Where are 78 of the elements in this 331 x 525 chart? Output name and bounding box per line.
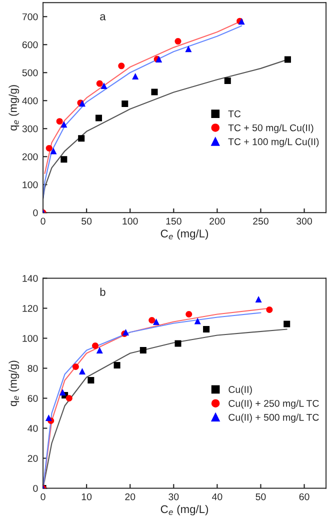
point [72, 363, 79, 370]
point [151, 88, 158, 96]
y-tick-label: 40 [28, 424, 38, 432]
point [224, 77, 231, 84]
point [174, 38, 182, 45]
point [148, 316, 156, 324]
point [60, 121, 68, 128]
legend-label: TC + 50 mg/L Cu(II) [228, 124, 314, 134]
x-tick-label: 200 [210, 218, 225, 225]
legend-label: Cu(II) [228, 386, 252, 395]
y-tick-label: 20 [28, 454, 38, 462]
y-axis-title: q$_{e}$ (mg/g) [8, 360, 20, 406]
y-tick-label: 80 [28, 364, 38, 372]
x-tick-label: 50 [82, 218, 92, 225]
point [100, 82, 108, 90]
point [152, 318, 160, 326]
x-tick-label: 50 [256, 493, 266, 500]
point [46, 144, 52, 152]
y-tick-label: 200 [22, 153, 38, 160]
x-tick-label: 250 [253, 218, 268, 225]
point [50, 148, 57, 154]
legend-label: Cu(II) + 500 mg/L TC [228, 414, 319, 423]
point [96, 114, 102, 122]
point [56, 118, 63, 125]
y-tick-label: 500 [22, 69, 38, 76]
x-tick-label: 40 [212, 493, 222, 500]
point [122, 100, 128, 107]
point [45, 414, 52, 422]
point [266, 306, 273, 314]
x-tick-label: 0 [40, 218, 46, 225]
point [185, 46, 192, 52]
point [66, 394, 72, 402]
point [78, 135, 85, 142]
point [186, 310, 192, 318]
x-tick-label: 150 [166, 218, 182, 225]
x-tick-label: 0 [40, 493, 46, 500]
point [284, 56, 291, 63]
y-tick-label: 140 [22, 274, 38, 282]
point [118, 62, 125, 70]
y-tick-label: 120 [22, 304, 38, 312]
legend-label: TC + 100 mg/L Cu(II) [228, 138, 319, 148]
y-tick-label: 400 [22, 97, 38, 104]
point [255, 296, 262, 303]
point [174, 340, 182, 347]
annotation: a [100, 14, 106, 20]
x-axis-title: C$_{e}$ (mg/L) [160, 229, 208, 240]
x-tick-label: 10 [82, 493, 92, 500]
x-tick-label: 300 [296, 218, 312, 225]
point [284, 320, 290, 328]
point [203, 326, 210, 333]
x-tick-label: 20 [125, 493, 136, 500]
point [140, 346, 146, 354]
legend-label: TC [228, 110, 241, 118]
y-tick-label: 60 [28, 394, 38, 402]
point [96, 346, 103, 354]
y-tick-label: 0 [33, 209, 38, 216]
x-tick-label: 100 [122, 218, 138, 225]
point [114, 362, 120, 369]
y-tick-label: 600 [22, 41, 38, 48]
x-axis-title: C$_{e}$ (mg/L) [160, 504, 208, 516]
point [92, 342, 99, 350]
y-tick-label: 700 [22, 13, 38, 20]
y-tick-label: 100 [22, 334, 38, 342]
y-tick-label: 100 [22, 181, 38, 188]
y-tick-label: 300 [22, 125, 38, 132]
point [96, 80, 103, 87]
point [88, 376, 94, 384]
point [60, 156, 68, 163]
x-tick-label: 60 [299, 493, 310, 500]
point [59, 388, 66, 396]
legend-label: Cu(II) + 250 mg/L TC [228, 400, 319, 409]
point [132, 73, 139, 80]
y-tick-label: 0 [33, 484, 38, 492]
y-axis-title: q$_{e}$ (mg/g) [8, 85, 20, 130]
x-tick-label: 30 [168, 493, 179, 500]
annotation: b [100, 288, 106, 296]
point [78, 368, 86, 375]
point [194, 318, 201, 324]
